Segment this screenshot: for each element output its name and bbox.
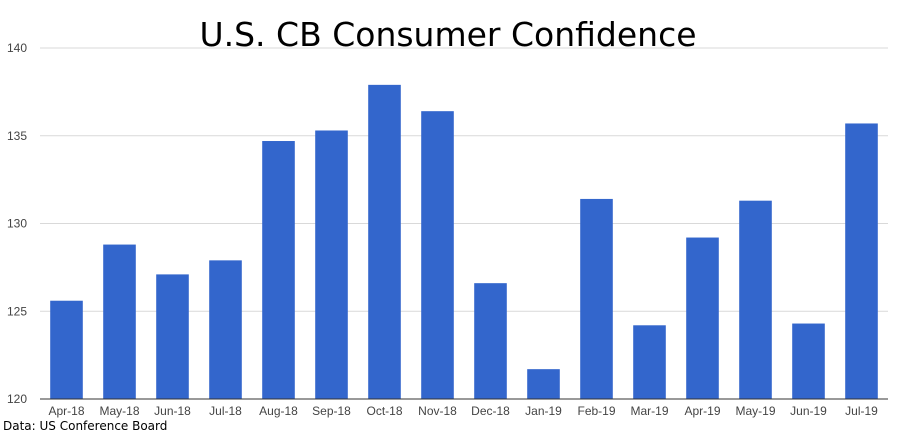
x-tick-label: Feb-19 [577, 404, 615, 418]
bar-may-18 [103, 244, 136, 399]
x-tick-label: May-18 [99, 404, 139, 418]
x-tick-label: May-19 [735, 404, 775, 418]
x-tick-label: Oct-18 [366, 404, 402, 418]
bar-jul-19 [845, 123, 878, 399]
x-tick-label: Jul-18 [209, 404, 242, 418]
bar-sep-18 [315, 130, 348, 400]
bar-apr-19 [686, 237, 719, 399]
y-tick-label: 125 [7, 304, 27, 318]
bar-dec-18 [474, 283, 507, 399]
bar-jan-19 [527, 369, 560, 399]
x-tick-label: Nov-18 [418, 404, 457, 418]
bar-apr-18 [50, 300, 83, 399]
x-tick-label: Aug-18 [259, 404, 298, 418]
x-axis-ticks: Apr-18 May-18 Jun-18 Jul-18 Aug-18 Sep-18 Oct-… [48, 404, 878, 418]
x-tick-label: Dec-18 [471, 404, 510, 418]
x-tick-label: Jun-19 [790, 404, 827, 418]
bar-mar-19 [633, 325, 666, 399]
y-tick-label: 130 [7, 217, 27, 231]
bar-jul-18 [209, 260, 242, 399]
bar-nov-18 [421, 111, 454, 400]
bar-oct-18 [368, 84, 401, 399]
x-tick-label: Jul-19 [845, 404, 878, 418]
y-axis-ticks: 120 125 130 135 140 [7, 41, 27, 406]
y-tick-label: 140 [7, 41, 27, 55]
x-tick-label: Apr-18 [48, 404, 84, 418]
y-tick-label: 135 [7, 129, 27, 143]
y-tick-label: 120 [7, 392, 27, 406]
x-tick-label: Sep-18 [312, 404, 351, 418]
bar-feb-19 [580, 198, 613, 399]
source-note: Data: US Conference Board [3, 419, 167, 433]
bar-jun-18 [156, 274, 189, 399]
bar-jun-19 [792, 323, 825, 399]
bar-aug-18 [262, 141, 295, 399]
bar-may-19 [739, 200, 772, 399]
x-tick-label: Mar-19 [630, 404, 668, 418]
x-tick-label: Jan-19 [525, 404, 562, 418]
x-tick-label: Apr-19 [684, 404, 720, 418]
x-tick-label: Jun-18 [154, 404, 191, 418]
bars [50, 84, 878, 400]
